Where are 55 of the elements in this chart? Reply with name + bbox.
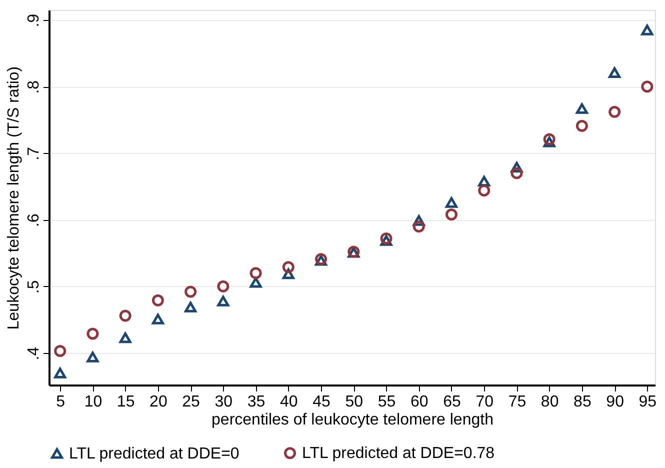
point bbox=[152, 294, 164, 306]
x-axis-title: percentiles of leukocyte telomere length bbox=[212, 412, 494, 428]
x-tick-label: 30 bbox=[214, 394, 233, 410]
point bbox=[152, 314, 164, 324]
point bbox=[445, 208, 458, 220]
y-tick-label: .9 bbox=[26, 14, 42, 28]
point bbox=[576, 120, 588, 132]
x-tick-label: 70 bbox=[476, 394, 494, 410]
point bbox=[86, 352, 99, 362]
point bbox=[478, 184, 490, 196]
point bbox=[576, 103, 588, 114]
x-tick-label: 45 bbox=[312, 394, 331, 410]
y-axis-title: Leukocyte telomere length (T/S ratio) bbox=[6, 66, 22, 330]
point bbox=[119, 332, 132, 344]
point bbox=[641, 24, 654, 36]
point bbox=[608, 67, 621, 78]
x-tick-label: 5 bbox=[56, 394, 66, 410]
point bbox=[510, 167, 523, 180]
point bbox=[445, 197, 458, 208]
point bbox=[119, 310, 132, 322]
x-tick-label: 50 bbox=[345, 394, 364, 410]
x-tick-label: 90 bbox=[606, 394, 624, 410]
point bbox=[217, 280, 230, 292]
x-tick-label: 80 bbox=[540, 394, 559, 410]
point bbox=[54, 368, 66, 378]
x-tick-label: 10 bbox=[84, 394, 102, 410]
x-tick-label: 75 bbox=[508, 394, 526, 410]
x-tick-label: 65 bbox=[443, 394, 461, 410]
point bbox=[54, 345, 66, 358]
point bbox=[608, 106, 621, 118]
y-tick-label: .5 bbox=[26, 280, 42, 294]
point bbox=[184, 302, 197, 312]
legend-label: LTL predicted at DDE=0.78 bbox=[302, 445, 495, 462]
x-tick-label: 85 bbox=[574, 394, 592, 410]
point bbox=[282, 261, 294, 274]
x-tick-label: 40 bbox=[280, 394, 298, 410]
x-tick-label: 95 bbox=[638, 394, 657, 410]
x-tick-label: 15 bbox=[116, 394, 135, 410]
point bbox=[184, 286, 197, 298]
point bbox=[86, 328, 99, 340]
x-tick-label: 55 bbox=[378, 394, 396, 410]
y-tick-label: .7 bbox=[26, 146, 42, 160]
legend-label: LTL predicted at DDE=0 bbox=[69, 445, 240, 462]
x-tick-label: 60 bbox=[410, 394, 428, 410]
y-tick-label: .4 bbox=[26, 346, 42, 360]
x-tick-label: 25 bbox=[182, 394, 200, 410]
point bbox=[217, 296, 230, 306]
point bbox=[641, 80, 654, 93]
x-tick-label: 20 bbox=[150, 394, 168, 410]
point bbox=[250, 267, 262, 280]
y-tick-label: .8 bbox=[26, 80, 42, 94]
y-tick-label: .6 bbox=[26, 214, 42, 227]
point bbox=[412, 220, 425, 232]
x-tick-label: 35 bbox=[247, 394, 266, 410]
point bbox=[250, 277, 262, 288]
